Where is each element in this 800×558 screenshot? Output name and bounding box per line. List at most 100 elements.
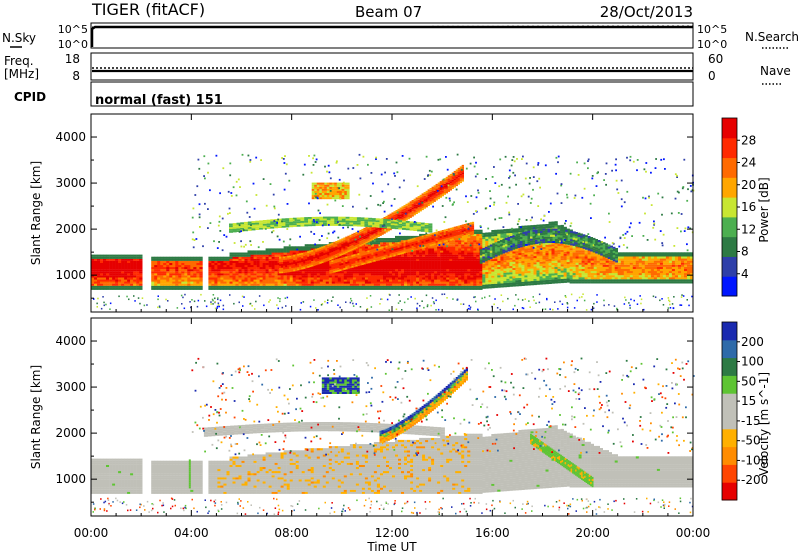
power-cell [296,246,299,248]
power-cell [395,265,398,267]
power-cell [136,282,139,284]
power-cell [184,267,187,269]
power-cell [302,250,305,252]
power-cell [482,285,485,287]
power-cell [248,284,251,286]
power-cell [269,263,272,265]
power-cell [473,279,476,281]
power-cell [112,271,115,273]
power-arc-cell [285,267,287,269]
power-cell [579,254,582,256]
power-cell [440,286,443,288]
power-cell [350,275,353,277]
power-cell [582,254,585,256]
power-cell [458,275,461,277]
power-cell [672,261,675,263]
power-cell [169,261,172,263]
power-cell [239,265,242,267]
power-arc-cell [353,235,355,237]
power-cell [157,267,160,269]
power-cell [266,263,269,265]
power-cell [103,255,106,257]
power-cell [365,288,368,290]
power-cell [570,259,573,261]
power-cell [494,269,497,271]
power-cell [500,277,503,279]
power-cell [287,273,290,275]
power-cell [169,265,172,267]
power-arc-cell [339,239,341,241]
power-cell [546,278,549,280]
power-arc-cell [281,257,283,259]
power-cell [527,258,530,260]
power-cell [458,279,461,281]
power-cell [151,265,154,267]
power-cell [681,254,684,256]
power-cell [546,226,549,228]
power-cell [172,282,175,284]
power-cell [512,266,515,268]
power-cell [473,267,476,269]
power-cell [181,288,184,290]
power-cell [223,259,226,261]
power-cell [663,263,666,265]
power-cell [678,263,681,265]
power-cell [431,250,434,252]
power-cell [97,261,100,263]
power-cell [422,257,425,259]
power-cell [407,236,410,238]
power-cell [293,246,296,248]
power-cell [374,269,377,271]
power-cell [422,286,425,288]
power-cell [166,273,169,275]
power-cell [196,269,199,271]
power-arc-cell [341,242,343,244]
power-cell [254,265,257,267]
power-cell [242,288,245,290]
power-cell [473,261,476,263]
power-cell [251,261,254,263]
power-cell [350,279,353,281]
power-cell [377,263,380,265]
power-cell [275,253,278,255]
power-cell [527,256,530,258]
power-cell [154,265,157,267]
power-cell [124,269,127,271]
power-arc-cell [351,234,353,236]
power-cell [127,277,130,279]
power-cell [118,273,121,275]
power-arc-cell [337,240,339,242]
power-arc-cell [327,246,329,248]
power-cell [549,222,552,224]
power-cell [636,271,639,273]
power-cell [645,279,648,281]
power-cell [323,273,326,275]
power-cell [446,257,449,259]
power-arc-cell [321,252,323,254]
power-cell [540,260,543,262]
power-cell [675,269,678,271]
power-cell [239,263,242,265]
power-cell [518,284,521,286]
power-cell [549,251,552,253]
power-cell [106,288,109,290]
power-cell [552,257,555,259]
power-cell [422,275,425,277]
power-cell [293,288,296,290]
power-cell [672,263,675,265]
power-arc-cell [331,243,333,245]
power-arc-cell [371,233,373,235]
power-cell [178,261,181,263]
power-arc-cell [333,249,335,251]
power-cell [534,283,537,285]
power-cell [257,263,260,265]
power-cell [570,250,573,252]
power-cell [133,271,136,273]
power-cell [521,261,524,263]
power-cell [389,240,392,242]
power-cell [157,277,160,279]
power-cell [591,269,594,271]
power-cell [172,259,175,261]
power-cell [603,273,606,275]
power-cell [97,279,100,281]
